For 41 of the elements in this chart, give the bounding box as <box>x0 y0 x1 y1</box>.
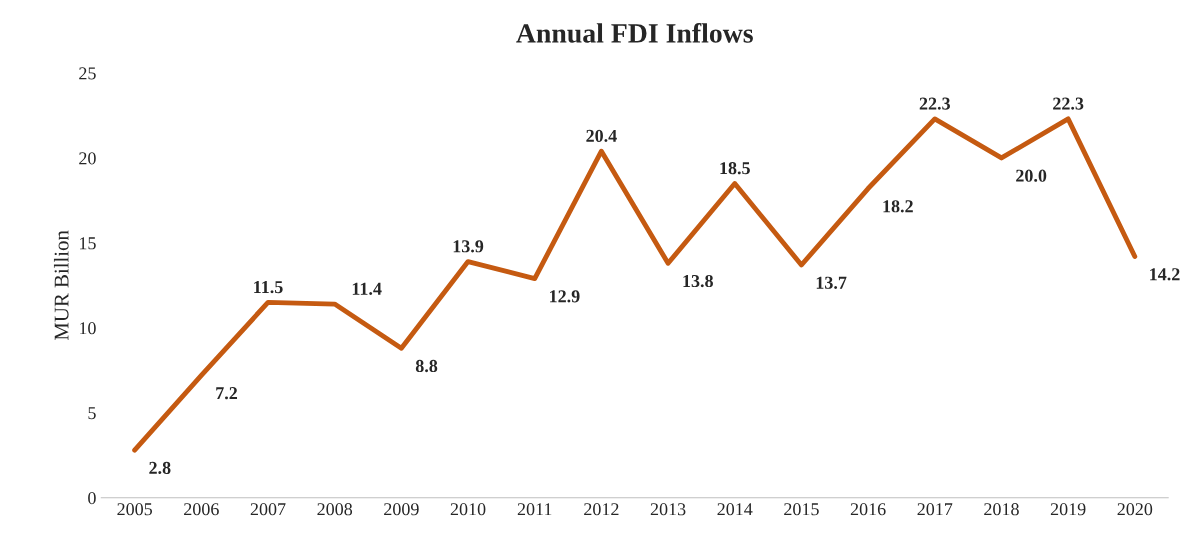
x-tick-label: 2013 <box>650 503 686 516</box>
x-tick-label: 2014 <box>717 503 753 516</box>
data-label: 20.4 <box>586 129 617 143</box>
y-tick-label: 20 <box>79 152 96 165</box>
data-label: 13.7 <box>816 276 847 289</box>
y-axis-title: MUR Billion <box>53 230 69 341</box>
data-label: 11.4 <box>352 282 382 295</box>
data-label: 18.5 <box>720 162 750 175</box>
data-label: 2.8 <box>149 461 171 475</box>
data-label: 13.9 <box>453 240 484 253</box>
x-tick-label: 2011 <box>517 503 552 516</box>
y-tick-label: 5 <box>88 407 96 420</box>
chart-title: Annual FDI Inflows <box>516 22 753 43</box>
x-tick-label: 2018 <box>984 503 1019 516</box>
x-tick-label: 2006 <box>184 503 219 516</box>
x-tick-label: 2020 <box>1117 503 1153 516</box>
data-label: 20.0 <box>1016 169 1047 182</box>
data-label: 14.2 <box>1150 268 1180 281</box>
x-tick-label: 2012 <box>584 503 619 516</box>
x-tick-label: 2007 <box>250 503 286 516</box>
x-tick-label: 2009 <box>384 503 419 516</box>
y-tick-label: 25 <box>79 67 96 80</box>
x-tick-label: 2016 <box>850 503 886 516</box>
x-tick-label: 2017 <box>917 503 953 516</box>
y-tick-label: 0 <box>88 491 96 505</box>
data-label: 11.5 <box>254 281 283 294</box>
data-label: 13.8 <box>683 274 713 288</box>
x-tick-label: 2005 <box>117 503 153 516</box>
x-tick-label: 2015 <box>784 503 819 516</box>
data-label: 22.3 <box>1053 97 1084 110</box>
data-label: 12.9 <box>550 290 580 303</box>
data-label: 8.8 <box>415 359 438 373</box>
y-tick-label: 15 <box>79 237 96 250</box>
x-tick-label: 2019 <box>1050 503 1086 516</box>
y-tick-label: 10 <box>79 322 96 335</box>
x-tick-label: 2010 <box>450 503 486 516</box>
x-tick-label: 2008 <box>317 503 353 516</box>
line-series <box>132 116 1138 453</box>
data-label: 18.2 <box>883 200 913 213</box>
data-label: 7.2 <box>216 387 238 400</box>
data-label: 22.3 <box>919 97 950 110</box>
